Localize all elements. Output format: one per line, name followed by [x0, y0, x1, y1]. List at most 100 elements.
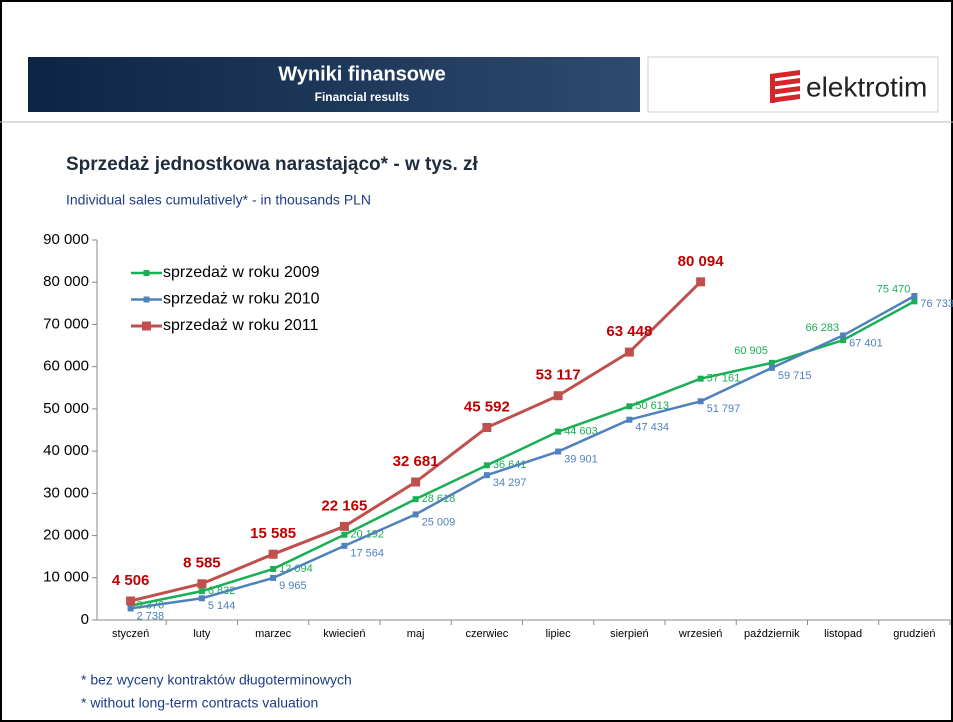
marker — [126, 596, 136, 606]
data-label: 53 117 — [536, 367, 581, 384]
data-label: 8 585 — [183, 555, 221, 572]
legend-marker — [143, 296, 150, 303]
marker — [197, 579, 207, 589]
y-tick-label: 90 000 — [43, 231, 89, 248]
marker — [127, 605, 134, 612]
logo-text: elektrotim — [806, 71, 927, 102]
marker — [198, 595, 205, 602]
y-tick-label: 60 000 — [43, 358, 89, 375]
footnote: * bez wyceny kontraktów długoterminowych — [81, 672, 352, 688]
marker — [198, 588, 205, 595]
data-label: 5 144 — [208, 600, 236, 612]
marker — [553, 391, 563, 401]
marker — [270, 574, 277, 581]
data-label: 32 681 — [393, 453, 439, 470]
data-label: 9 965 — [279, 580, 307, 592]
x-tick-label: wrzesień — [678, 628, 722, 640]
data-label: 44 603 — [564, 426, 598, 438]
marker — [624, 347, 634, 357]
marker — [555, 428, 562, 435]
marker — [911, 293, 918, 300]
logo-box — [647, 56, 939, 113]
data-label: 22 165 — [321, 497, 367, 514]
x-tick-label: luty — [193, 628, 211, 640]
x-tick-label: październik — [744, 628, 800, 640]
x-tick-label: lipiec — [546, 628, 572, 640]
y-tick-label: 40 000 — [43, 442, 89, 459]
series-line — [130, 300, 915, 607]
marker — [411, 477, 421, 487]
legend-marker — [143, 270, 150, 276]
x-tick-label: czerwiec — [465, 628, 508, 640]
marker — [483, 462, 490, 469]
y-tick-label: 70 000 — [43, 315, 89, 332]
y-tick-label: 50 000 — [43, 400, 89, 417]
x-tick-label: marzec — [255, 628, 292, 640]
data-label: 51 797 — [707, 403, 741, 415]
footnote: * without long-term contracts valuation — [81, 695, 318, 711]
marker — [840, 332, 847, 339]
y-tick-label: 80 000 — [43, 273, 89, 290]
data-label: 80 094 — [678, 253, 725, 270]
header-subtitle: Financial results — [315, 90, 410, 104]
marker — [482, 423, 492, 433]
data-label: 4 506 — [112, 572, 150, 589]
chart-subtitle: Individual sales cumulatively* - in thou… — [66, 192, 371, 208]
data-label: 15 585 — [250, 525, 296, 542]
data-label: 47 434 — [635, 422, 669, 434]
marker — [840, 337, 847, 344]
data-label: 60 905 — [734, 345, 768, 357]
legend-label: sprzedaż w roku 2011 — [163, 317, 318, 334]
marker — [768, 364, 775, 371]
plot: 0 10 000 20 000 30 000 40 000 50 000 60 000 70 … — [43, 231, 953, 640]
data-label: 50 613 — [635, 400, 669, 412]
x-tick-label: kwiecień — [323, 628, 365, 640]
series-line — [130, 294, 915, 610]
data-label: 59 715 — [778, 370, 812, 382]
x-tick-label: listopad — [824, 628, 862, 640]
marker — [768, 359, 775, 366]
legend-label: sprzedaż w roku 2010 — [163, 291, 320, 308]
x-tick-label: styczeń — [112, 628, 149, 640]
data-label: 2 738 — [137, 610, 165, 622]
marker — [412, 511, 419, 518]
marker — [483, 472, 490, 479]
marker — [911, 298, 918, 305]
marker — [626, 416, 633, 423]
chart-title: Sprzedaż jednostkowa narastająco* - w ty… — [66, 154, 479, 175]
header-title: Wyniki finansowe — [278, 63, 445, 85]
data-label: 66 283 — [805, 322, 839, 334]
data-label: 39 901 — [564, 453, 598, 465]
marker — [555, 448, 562, 455]
marker — [697, 398, 704, 405]
x-tick-label: grudzień — [893, 628, 935, 640]
y-tick-label: 10 000 — [43, 569, 89, 586]
data-label: 57 161 — [707, 373, 741, 385]
data-label: 36 641 — [493, 459, 527, 471]
x-tick-label: maj — [407, 628, 425, 640]
marker — [412, 496, 419, 503]
marker — [268, 549, 278, 559]
data-label: 25 009 — [422, 516, 456, 528]
marker — [696, 277, 706, 287]
legend-marker — [142, 321, 151, 331]
legend-label: sprzedaż w roku 2009 — [163, 264, 320, 281]
marker — [341, 531, 348, 538]
marker — [339, 521, 349, 531]
y-tick-label: 0 — [81, 611, 89, 628]
marker — [341, 542, 348, 549]
data-label: 76 733 — [920, 298, 953, 310]
marker — [270, 565, 277, 572]
data-label: 17 564 — [350, 548, 384, 560]
header-bar — [28, 57, 640, 112]
marker — [626, 403, 633, 410]
logo-icon — [770, 70, 800, 103]
data-label: 75 470 — [877, 283, 911, 295]
x-tick-label: sierpień — [610, 628, 649, 640]
data-label: 67 401 — [849, 337, 883, 349]
y-tick-label: 20 000 — [43, 527, 89, 544]
y-tick-label: 30 000 — [43, 484, 89, 501]
marker — [697, 375, 704, 382]
